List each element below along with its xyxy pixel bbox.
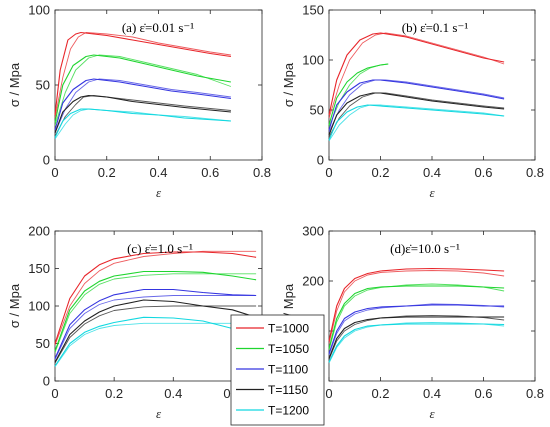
axes-box: [328, 9, 536, 161]
legend-box: [230, 314, 325, 426]
series-line-1100-predicted: [328, 303, 505, 356]
series-line-1050-predicted: [54, 273, 257, 353]
x-tick-label: 0.4: [164, 386, 182, 401]
x-tick-label: 0.2: [98, 165, 116, 180]
x-tick-label: 0.6: [474, 386, 492, 401]
x-tick-label: 0.6: [201, 165, 219, 180]
x-tick-label: 0.8: [526, 165, 544, 180]
series-line-1200-predicted: [54, 108, 231, 140]
legend-label-1000: T=1000: [268, 322, 309, 336]
series-line-1100-experimental: [54, 78, 231, 131]
x-tick-label: 0: [51, 165, 58, 180]
x-tick-label: 0.6: [474, 165, 492, 180]
series-line-1100-experimental: [328, 304, 505, 354]
panel-annotation: (d)ε̇=10.0 s⁻¹: [390, 241, 460, 256]
x-tick-label: 0: [51, 386, 58, 401]
y-tick-label: 50: [36, 336, 50, 351]
series-line-1050-experimental: [54, 54, 231, 123]
y-tick-label: 0: [317, 153, 324, 168]
y-tick-label: 200: [28, 224, 50, 239]
series-line-1150-predicted: [328, 315, 505, 360]
series-line-1000-predicted: [328, 270, 505, 344]
series-line-1150-predicted: [328, 92, 505, 138]
x-tick-label: 0.8: [526, 386, 544, 401]
y-tick-label: 100: [28, 3, 50, 18]
series-line-1200-experimental: [54, 316, 257, 367]
series-line-1200-experimental: [328, 104, 505, 141]
panel-1: 0 0.2 0.4 0.6 0.8 0 50 100 ε σ / Mpa (a) ε̇=0.01 s…: [7, 3, 271, 201]
series-line-1200-predicted: [54, 322, 257, 368]
x-tick-label: 0.2: [371, 165, 389, 180]
y-tick-label: 50: [36, 78, 50, 93]
series-line-1000-predicted: [54, 32, 231, 119]
x-tick-label: 0.4: [423, 386, 441, 401]
panel-2: 0 0.2 0.4 0.6 0.8 0 50 100 150 ε σ / Mpa (b) ε̇=0.1…: [281, 3, 544, 201]
y-tick-label: 0: [43, 153, 50, 168]
legend-label-1100: T=1100: [268, 363, 308, 377]
y-tick-label: 150: [302, 3, 324, 18]
y-tick-label: 150: [28, 261, 50, 276]
series-line-1100-predicted: [54, 295, 257, 360]
series-line-1050-predicted: [54, 54, 232, 126]
series-line-1050-predicted: [328, 283, 505, 351]
y-tick-label: 100: [302, 53, 324, 68]
y-tick-label: 0: [43, 374, 50, 389]
series-line-1000-predicted: [328, 32, 505, 119]
panel-annotation: (c) ε̇=1.0 s⁻¹: [127, 241, 193, 256]
x-tick-label: 0.8: [253, 165, 271, 180]
x-axis-label: ε: [156, 406, 162, 421]
series-line-1100-predicted: [328, 79, 505, 133]
panel-annotation: (b) ε̇=0.1 s⁻¹: [402, 20, 469, 35]
panel-annotation: (a) ε̇=0.01 s⁻¹: [122, 20, 194, 35]
series-line-1150-predicted: [54, 95, 231, 137]
series-line-1150-experimental: [54, 299, 257, 363]
x-axis-label: ε: [156, 185, 162, 200]
x-tick-label: 0.4: [149, 165, 167, 180]
legend-label-1050: T=1050: [268, 342, 309, 356]
series-line-1100-experimental: [54, 288, 257, 359]
x-tick-label: 0: [325, 386, 332, 401]
panel-3: 00.20.40.6050100150200εσ / Mpa(c) ε̇=1.0…: [7, 224, 263, 421]
y-tick-label: 100: [28, 299, 50, 314]
x-axis-label: ε: [429, 185, 435, 200]
series-line-1000-experimental: [328, 32, 505, 116]
y-axis-label: σ / Mpa: [281, 62, 296, 107]
y-tick-label: 300: [302, 224, 324, 239]
series-line-1150-predicted: [54, 305, 257, 364]
x-tick-label: 0.2: [371, 386, 389, 401]
legend-label-1150: T=1150: [268, 383, 308, 397]
y-axis-label: σ / Mpa: [7, 62, 22, 107]
series-line-1200-predicted: [328, 104, 505, 142]
legend-label-1200: T=1200: [268, 404, 309, 418]
series-line-1000-experimental: [328, 267, 505, 342]
series-line-1000-experimental: [54, 251, 257, 344]
x-axis-label: ε: [429, 406, 435, 421]
series-line-1100-predicted: [54, 78, 231, 134]
y-tick-label: 50: [310, 103, 324, 118]
series-line-1000-experimental: [54, 31, 231, 116]
series-line-1200-predicted: [328, 322, 505, 364]
y-tick-label: 200: [302, 274, 324, 289]
x-tick-label: 0.4: [423, 165, 441, 180]
x-tick-label: 0: [325, 165, 332, 180]
x-tick-label: 0.2: [105, 386, 123, 401]
legend: T=1000 T=1050 T=1100 T=1150 T=1200: [230, 314, 325, 426]
y-axis-label: σ / Mpa: [7, 283, 22, 328]
series-line-1050-experimental: [328, 285, 505, 349]
series-line-1000-predicted: [54, 250, 257, 346]
